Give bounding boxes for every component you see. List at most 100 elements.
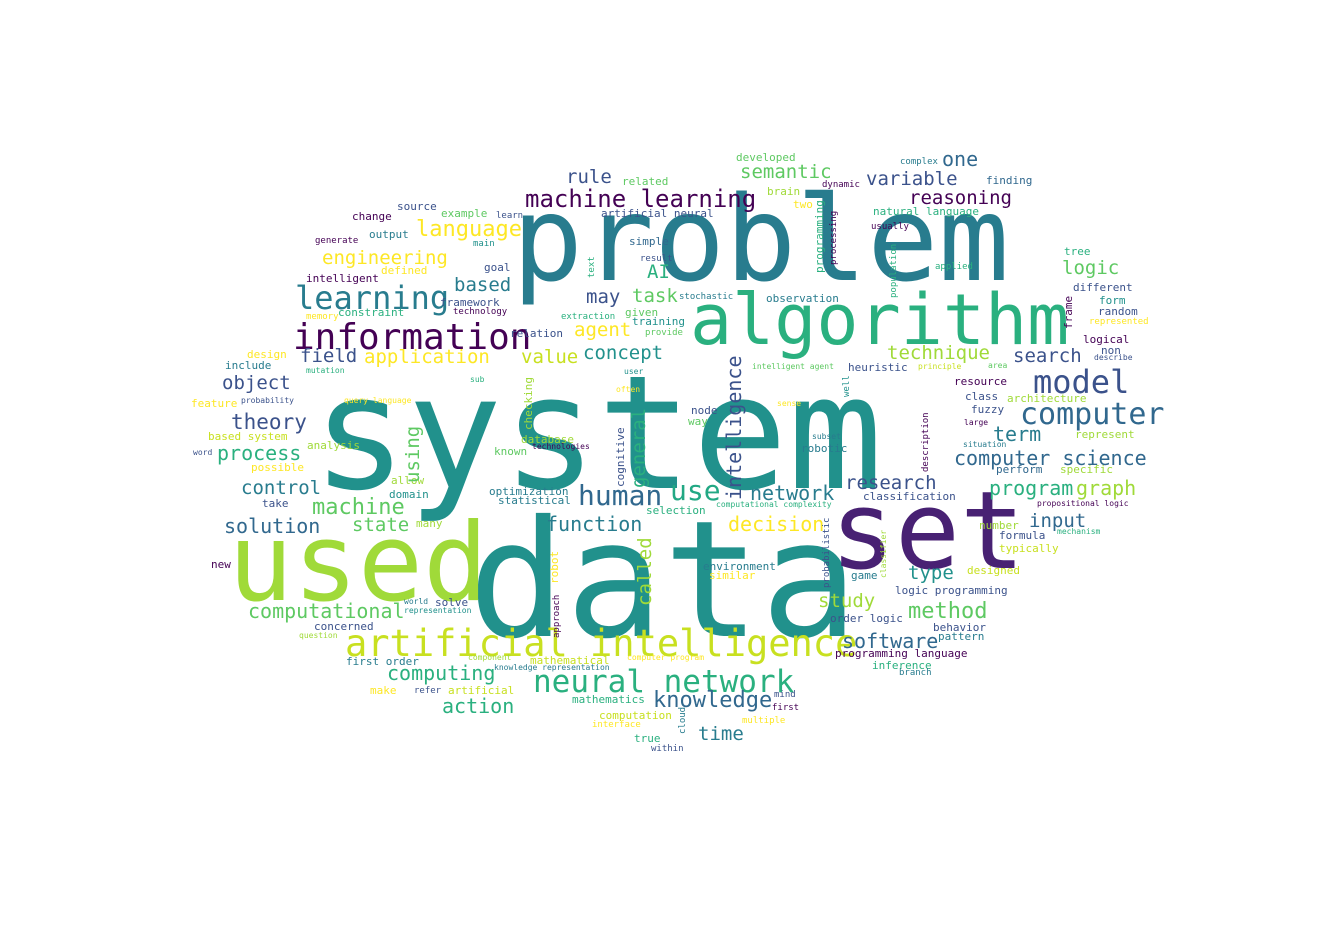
word-task: task xyxy=(632,285,678,307)
word-world: world xyxy=(404,597,429,606)
word-classification: classification xyxy=(863,490,956,503)
word-technique: technique xyxy=(887,342,990,364)
word-search: search xyxy=(1013,345,1082,367)
word-artificial-intelligence: artificial intelligence xyxy=(345,622,858,665)
word-developed: developed xyxy=(736,151,796,164)
word-optimization: optimization xyxy=(489,485,569,498)
word-robot: robot xyxy=(548,550,561,584)
word-propositional-logic: propositional logic xyxy=(1037,499,1129,508)
word-possible: possible xyxy=(251,461,304,474)
word-design: design xyxy=(247,348,287,361)
word-describe: describe xyxy=(1094,353,1133,362)
word-example: example xyxy=(441,207,488,220)
word-set: set xyxy=(830,469,1026,594)
word-approach: approach xyxy=(552,594,562,638)
word-technologies: technologies xyxy=(532,442,590,451)
word-computational: computational xyxy=(248,599,405,623)
word-domain: domain xyxy=(389,488,429,501)
word-behavior: behavior xyxy=(933,621,986,634)
word-software: software xyxy=(842,629,939,653)
word-type: type xyxy=(908,562,954,584)
word-term: term xyxy=(993,422,1042,446)
word-represented: represented xyxy=(1089,317,1149,327)
word-framework: framework xyxy=(440,296,500,309)
word-non: non xyxy=(1101,344,1121,357)
word-principle: principle xyxy=(918,362,962,371)
word-time: time xyxy=(698,723,744,745)
word-robotic: robotic xyxy=(801,442,848,455)
word-number: number xyxy=(979,519,1019,532)
word-field: field xyxy=(300,345,358,367)
word-main: main xyxy=(473,239,495,249)
word-subset: subset xyxy=(812,432,841,441)
word-intelligent: intelligent xyxy=(306,272,379,285)
word-form: form xyxy=(1099,294,1126,307)
word-perform: perform xyxy=(996,463,1043,476)
word-network: network xyxy=(750,481,835,505)
word-population: population xyxy=(889,243,899,298)
word-result: result xyxy=(640,254,673,264)
word-knowledge-representation: knowledge representation xyxy=(494,663,610,672)
word-model: model xyxy=(1033,363,1130,401)
word-within: within xyxy=(651,744,684,754)
word-formula: formula xyxy=(999,529,1046,542)
word-new: new xyxy=(211,558,231,571)
word-sense: sense xyxy=(777,399,802,408)
word-variable: variable xyxy=(866,168,958,190)
word-intelligence: intelligence xyxy=(722,355,746,501)
word-used: used xyxy=(228,501,489,626)
word-mechanism: mechanism xyxy=(1057,527,1101,536)
word-user: user xyxy=(624,367,644,376)
word-data: data xyxy=(468,487,859,675)
word-theory: theory xyxy=(231,410,307,434)
word-relation: relation xyxy=(510,327,563,340)
word-output: output xyxy=(369,228,409,241)
word-computer: computer xyxy=(1020,397,1165,432)
word-graph: graph xyxy=(1076,476,1137,500)
word-control: control xyxy=(241,477,322,499)
word-environment: environment xyxy=(703,560,776,573)
word-designed: designed xyxy=(967,564,1020,577)
word-machine: machine xyxy=(312,495,405,520)
word-include: include xyxy=(225,359,272,372)
word-one: one xyxy=(942,147,979,171)
word-specific: specific xyxy=(1060,463,1113,476)
word-application: application xyxy=(364,346,490,368)
word-selection: selection xyxy=(646,504,706,517)
word-concerned: concerned xyxy=(314,620,374,633)
word-artificial: artificial xyxy=(448,684,515,697)
word-component: component xyxy=(468,653,512,662)
word-pattern: pattern xyxy=(938,630,985,643)
word-simple: simple xyxy=(629,235,669,248)
word-analysis: analysis xyxy=(307,439,360,452)
word-well: well xyxy=(842,375,852,397)
word-constraint: constraint xyxy=(338,306,405,319)
word-branch: branch xyxy=(899,668,932,678)
word-related: related xyxy=(622,175,669,188)
word-first-order: first order xyxy=(346,655,419,668)
word-may: may xyxy=(586,286,621,308)
word-general: general xyxy=(628,407,650,488)
word-source: source xyxy=(397,200,437,213)
word-question: question xyxy=(299,631,338,640)
word-solution: solution xyxy=(224,514,321,538)
word-applied: applied xyxy=(935,262,973,272)
word-query-language: query language xyxy=(344,396,412,405)
word-first: first xyxy=(772,703,800,713)
word-language: language xyxy=(416,217,522,242)
word-resource: resource xyxy=(954,375,1007,388)
word-function: function xyxy=(546,512,643,536)
word-feature: feature xyxy=(191,397,238,410)
word-information: information xyxy=(293,317,532,358)
word-representation: representation xyxy=(404,606,472,615)
word-known: known xyxy=(494,445,528,458)
word-sub: sub xyxy=(470,375,485,384)
word-tree: tree xyxy=(1064,245,1091,258)
word-programming: programming xyxy=(813,200,826,273)
word-typically: typically xyxy=(999,542,1059,555)
word-many: many xyxy=(416,517,443,530)
word-semantic: semantic xyxy=(740,161,832,183)
word-use: use xyxy=(670,474,721,507)
word-multiple: multiple xyxy=(742,716,786,726)
word-node: node xyxy=(691,404,718,417)
